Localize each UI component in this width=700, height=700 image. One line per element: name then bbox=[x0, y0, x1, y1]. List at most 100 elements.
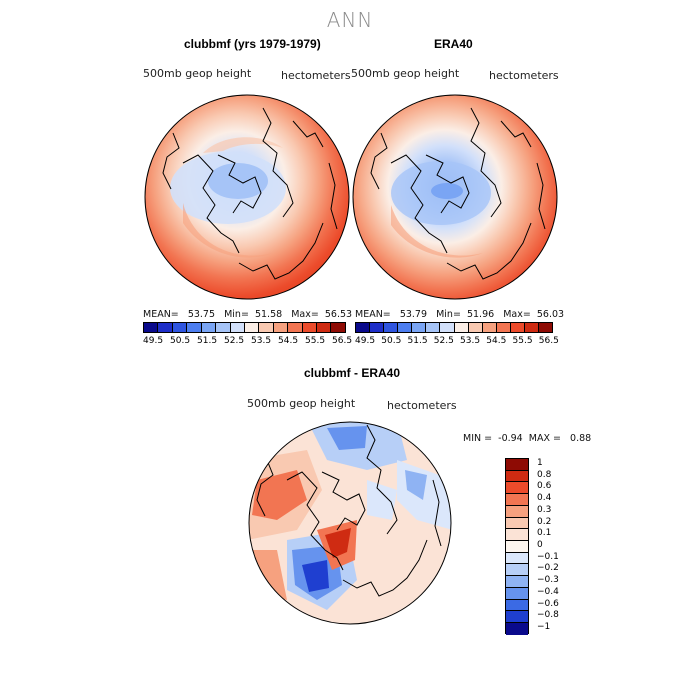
panel-2-colorbar-tick-label: 53.5 bbox=[460, 336, 481, 346]
diff-colorbar-swatch bbox=[506, 623, 528, 635]
panel-2-title: ERA40 bbox=[434, 37, 473, 51]
diff-colorbar-tick-label: 0.2 bbox=[537, 516, 552, 527]
panel-1-colorbar-tick-label: 50.5 bbox=[170, 336, 191, 346]
panel-1-colorbar-ticks: 49.5 50.5 51.5 52.5 53.5 54.5 55.5 56.5 bbox=[143, 336, 359, 346]
diff-colorbar-tick-label: 0.8 bbox=[537, 469, 552, 480]
diff-colorbar-tick-label: −0.4 bbox=[537, 586, 559, 597]
panel-2-colorbar-swatch bbox=[370, 323, 385, 332]
panel-1-colorbar-swatch bbox=[244, 323, 260, 332]
diff-colorbar-swatch bbox=[506, 599, 528, 612]
panel-1-mean: 53.75 bbox=[187, 309, 216, 320]
panel-2-max: 56.03 bbox=[536, 309, 565, 320]
figure-title: ANN bbox=[326, 8, 374, 32]
panel-2-colorbar-swatch bbox=[496, 323, 511, 332]
panel-2-colorbar-swatch bbox=[454, 323, 469, 332]
diff-colorbar-swatch bbox=[506, 587, 528, 600]
panel-2-colorbar bbox=[355, 322, 553, 333]
panel-2-colorbar-tick-label: 49.5 bbox=[355, 336, 376, 346]
panel-2-colorbar-tick-label: 56.5 bbox=[538, 336, 559, 346]
panel-1-variable: 500mb geop height bbox=[143, 67, 252, 80]
panel-2-colorbar-swatch bbox=[482, 323, 497, 332]
diff-colorbar-swatch bbox=[506, 541, 528, 553]
panel-2-colorbar-tick-label: 52.5 bbox=[433, 336, 454, 346]
panel-1-colorbar-swatch bbox=[158, 323, 173, 332]
diff-colorbar-tick-label: −0.8 bbox=[537, 610, 559, 621]
panel-2-colorbar-swatch bbox=[510, 323, 525, 332]
panel-2-colorbar-swatch bbox=[398, 323, 413, 332]
panel-1-max-label: Max= bbox=[291, 309, 319, 320]
panel-2-colorbar-swatch bbox=[539, 323, 553, 332]
panel-2-colorbar-swatch bbox=[356, 323, 371, 332]
diff-max-label: MAX = bbox=[528, 433, 561, 444]
panel-2-colorbar-swatch bbox=[440, 323, 455, 332]
diff-colorbar-swatch bbox=[506, 470, 528, 483]
diff-colorbar-tick-label: −0.6 bbox=[537, 598, 559, 609]
panel-2-colorbar-swatch bbox=[426, 323, 441, 332]
diff-colorbar-tick-label: −1 bbox=[537, 622, 551, 633]
diff-panel-stats: MIN = -0.94 MAX = 0.88 bbox=[463, 433, 591, 444]
diff-colorbar-tick-label: 1 bbox=[537, 457, 543, 468]
diff-colorbar bbox=[505, 458, 529, 635]
panel-1-colorbar-swatch bbox=[144, 323, 159, 332]
diff-colorbar-swatch bbox=[506, 552, 528, 565]
panel-1-colorbar-tick-label: 55.5 bbox=[305, 336, 326, 346]
diff-colorbar-swatch bbox=[506, 529, 528, 542]
diff-colorbar-swatch bbox=[506, 459, 528, 471]
panel-1-colorbar-swatch bbox=[230, 323, 245, 332]
panel-1-colorbar-tick-label: 51.5 bbox=[197, 336, 218, 346]
panel-2-min-label: Min= bbox=[436, 309, 461, 320]
panel-2-polar-map bbox=[352, 94, 558, 300]
panel-1-colorbar-swatch bbox=[302, 323, 318, 332]
panel-1-colorbar-swatch bbox=[317, 323, 332, 332]
panel-2-colorbar-swatch bbox=[412, 323, 427, 332]
diff-colorbar-swatch bbox=[506, 482, 528, 495]
diff-min: -0.94 bbox=[498, 433, 523, 444]
panel-1-colorbar-tick-label: 52.5 bbox=[224, 336, 245, 346]
panel-2-mean-label: MEAN= bbox=[355, 309, 391, 320]
diff-colorbar-swatch bbox=[506, 611, 528, 624]
diff-polar-map bbox=[248, 421, 452, 625]
panel-2-colorbar-tick-label: 51.5 bbox=[407, 336, 428, 346]
panel-1-colorbar-swatch bbox=[187, 323, 202, 332]
panel-2-colorbar-tick-label: 55.5 bbox=[512, 336, 533, 346]
diff-colorbar-swatch bbox=[506, 576, 528, 588]
panel-1-colorbar-swatch bbox=[172, 323, 188, 332]
panel-1-min-label: Min= bbox=[224, 309, 249, 320]
diff-colorbar-labels: 1 0.8 0.6 0.4 0.3 0.2 0.1 0 −0.1 −0.2 −0.3 −0.4 −0.6… bbox=[537, 458, 577, 634]
panel-2-units: hectometers bbox=[489, 69, 559, 82]
diff-colorbar-swatch bbox=[506, 494, 528, 506]
panel-1-colorbar-tick-label: 53.5 bbox=[251, 336, 272, 346]
panel-2-variable: 500mb geop height bbox=[351, 67, 460, 80]
diff-colorbar-tick-label: −0.3 bbox=[537, 575, 559, 586]
panel-2-colorbar-tick-label: 50.5 bbox=[381, 336, 402, 346]
panel-1-colorbar-swatch bbox=[288, 323, 303, 332]
panel-1-colorbar-swatch bbox=[259, 323, 274, 332]
diff-colorbar-tick-label: 0 bbox=[537, 540, 543, 550]
diff-colorbar-swatch bbox=[506, 564, 528, 577]
panel-2-max-label: Max= bbox=[503, 309, 531, 320]
panel-1-colorbar bbox=[143, 322, 346, 333]
panel-2-mean: 53.79 bbox=[399, 309, 428, 320]
panel-2-colorbar-swatch bbox=[384, 323, 399, 332]
diff-panel-units: hectometers bbox=[387, 399, 457, 412]
diff-colorbar-tick-label: 0.1 bbox=[537, 528, 552, 539]
diff-panel-title: clubbmf - ERA40 bbox=[304, 366, 401, 380]
panel-1-colorbar-tick-label: 49.5 bbox=[143, 336, 164, 346]
panel-1-colorbar-swatch bbox=[201, 323, 217, 332]
panel-1-title: clubbmf (yrs 1979-1979) bbox=[184, 37, 321, 51]
panel-2-min: 51.96 bbox=[466, 309, 495, 320]
panel-1-colorbar-swatch bbox=[273, 323, 289, 332]
diff-colorbar-swatch bbox=[506, 505, 528, 518]
panel-1-colorbar-tick-label: 56.5 bbox=[332, 336, 353, 346]
diff-colorbar-tick-label: 0.3 bbox=[537, 504, 552, 515]
panel-2-stats: MEAN= 53.79 Min= 51.96 Max= 56.03 bbox=[355, 309, 564, 320]
panel-1-stats: MEAN= 53.75 Min= 51.58 Max= 56.53 bbox=[143, 309, 352, 320]
panel-2-colorbar-swatch bbox=[468, 323, 483, 332]
panel-1-mean-label: MEAN= bbox=[143, 309, 179, 320]
panel-1-colorbar-tick-label: 54.5 bbox=[278, 336, 299, 346]
diff-panel-variable: 500mb geop height bbox=[247, 397, 356, 410]
panel-2-colorbar-tick-label: 54.5 bbox=[486, 336, 507, 346]
panel-2-colorbar-swatch bbox=[524, 323, 540, 332]
diff-colorbar-tick-label: 0.6 bbox=[537, 481, 552, 492]
panel-1-polar-map bbox=[144, 94, 350, 300]
